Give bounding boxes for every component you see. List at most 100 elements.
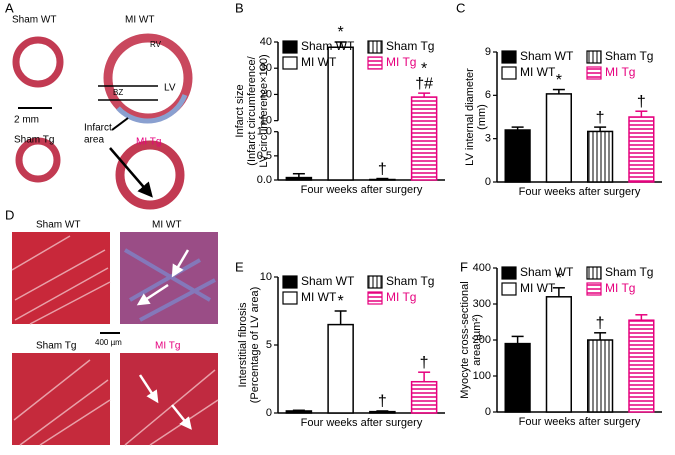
y-tick-label: 3 [485, 133, 491, 145]
legend-swatch [586, 266, 602, 280]
image-label: RV [150, 40, 162, 49]
panel-letter: F [460, 259, 468, 274]
legend-label: Sham Tg [605, 265, 653, 279]
image-label: MI WT [125, 15, 154, 26]
panel-letter: B [235, 0, 244, 15]
y-axis-label: (Percentage of LV area) [249, 287, 261, 404]
y-tick-label: 0.0 [257, 174, 272, 186]
legend-label: Sham Tg [386, 274, 434, 288]
y-tick-label: 9 [485, 46, 491, 58]
infarct-zone [116, 94, 188, 124]
legend-swatch [586, 50, 602, 64]
histology-image [12, 353, 110, 445]
bar [587, 339, 614, 413]
x-axis-label: Four weeks after surgery [301, 184, 423, 196]
legend-label: Sham WT [301, 274, 355, 288]
image-label: Sham WT [12, 15, 56, 26]
image-label: MI WT [152, 220, 181, 231]
x-axis-label: Four weeks after surgery [519, 186, 641, 198]
y-tick-label: 200 [473, 334, 491, 346]
legend-label: MI WT [520, 281, 556, 295]
bar [545, 93, 572, 183]
legend-swatch [282, 291, 298, 305]
panel-letter: C [456, 0, 465, 15]
legend-swatch [282, 275, 298, 289]
y-tick-label: 300 [473, 298, 491, 310]
y-tick-label: 20 [260, 88, 272, 100]
image-label: Infarct [84, 123, 112, 134]
y-tick-label: 1.0 [257, 126, 272, 138]
significance-mark: * [556, 72, 562, 89]
image-label: Sham Tg [36, 341, 76, 352]
arrow [171, 249, 190, 278]
legend-label: Sham WT [301, 39, 355, 53]
scale-label: 2 mm [14, 115, 39, 126]
legend-label: MI Tg [386, 55, 416, 69]
bar [410, 96, 438, 181]
y-axis-label: Myocyte cross-sectional [459, 281, 471, 398]
bar [504, 129, 531, 183]
legend-swatch [282, 56, 298, 70]
significance-mark: * [338, 24, 344, 41]
legend-swatch [282, 40, 298, 54]
x-axis-label: Four weeks after surgery [519, 416, 641, 428]
y-axis-label: (Infarct circumference/ [246, 55, 258, 165]
heart-image [115, 140, 185, 210]
y-axis-label: LV circumference×100) [258, 54, 270, 167]
significance-mark: † [378, 393, 387, 410]
texture [123, 248, 216, 322]
legend-label: MI Tg [605, 281, 635, 295]
y-axis-label: LV internal diameter [464, 68, 476, 166]
arrow [109, 147, 153, 198]
x-axis-label: Four weeks after surgery [301, 417, 423, 429]
panel-letter: D [5, 207, 14, 222]
legend-swatch [501, 66, 517, 80]
significance-mark: * [556, 270, 562, 287]
histology-image [120, 353, 218, 445]
histology [11, 232, 219, 446]
image-label: BZ [113, 88, 123, 97]
y-tick-label: 10 [260, 115, 272, 127]
y-axis-label: (mm) [476, 104, 488, 130]
legend-swatch [367, 56, 383, 70]
y-tick-label: 400 [473, 262, 491, 274]
y-axis-label: Infarct size [234, 84, 246, 137]
heart-image [103, 33, 193, 123]
legend-swatch [586, 282, 602, 296]
y-tick-label: 100 [473, 370, 491, 382]
legend-label: Sham Tg [605, 49, 653, 63]
histology-image [12, 232, 110, 324]
panel-letter: E [235, 259, 244, 274]
significance-mark: † [596, 109, 605, 126]
legend-swatch [501, 266, 517, 280]
legend-label: MI WT [520, 65, 556, 79]
image-label: Sham WT [36, 220, 80, 231]
bar [410, 380, 438, 414]
legend-label: MI WT [301, 55, 337, 69]
significance-mark: * [338, 293, 344, 310]
significance-mark: †# [415, 75, 433, 92]
arrow [171, 404, 192, 430]
legend-label: Sham WT [520, 265, 574, 279]
legend-swatch [501, 50, 517, 64]
legend-swatch [367, 275, 383, 289]
legend-swatch [586, 66, 602, 80]
y-tick-label: 30 [260, 62, 272, 74]
significance-mark: * [421, 60, 427, 77]
legend-label: Sham Tg [386, 39, 434, 53]
y-tick-label: 0 [266, 407, 272, 419]
heart-image [15, 137, 61, 183]
significance-mark: † [596, 315, 605, 332]
image-label: Sham Tg [14, 135, 54, 146]
image-label: LV [164, 83, 176, 94]
y-tick-label: 5 [266, 339, 272, 351]
bar [285, 176, 313, 181]
bar [369, 410, 396, 414]
scale-label: 400 µm [95, 338, 122, 347]
heart-image [12, 36, 64, 88]
y-tick-label: 40 [260, 36, 272, 48]
legend-swatch [501, 282, 517, 296]
bar [369, 178, 396, 181]
legend-label: MI Tg [386, 290, 416, 304]
panel-letter: A [5, 0, 14, 15]
